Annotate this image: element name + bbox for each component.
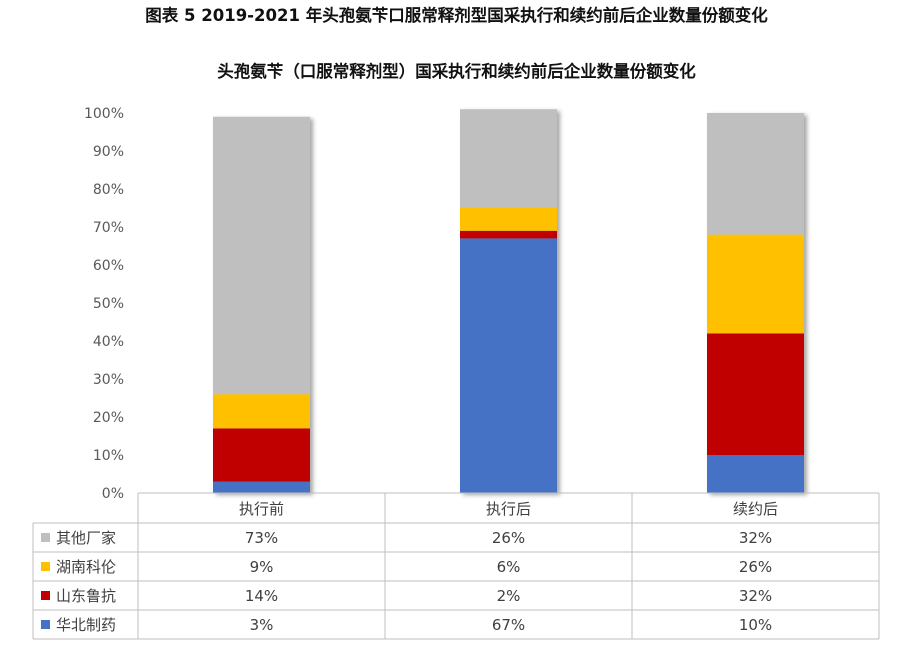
y-tick-label: 30%	[93, 372, 124, 388]
data-label: 10%	[739, 616, 772, 634]
data-label: 14%	[245, 587, 278, 605]
y-tick-label: 60%	[93, 258, 124, 274]
y-tick-label: 70%	[93, 220, 124, 236]
data-label: 26%	[492, 529, 525, 547]
series-label: 山东鲁抗	[56, 587, 116, 605]
bar-segment	[460, 230, 557, 239]
figure-caption: 图表 5 2019-2021 年头孢氨苄口服常释剂型国采执行和续约前后企业数量份…	[145, 6, 768, 25]
data-label: 73%	[245, 529, 278, 547]
category-label: 执行后	[486, 500, 531, 518]
bar-segment	[213, 481, 310, 493]
bar-segment	[707, 234, 804, 334]
y-tick-label: 0%	[102, 486, 124, 502]
data-label: 3%	[250, 616, 274, 634]
series-label: 华北制药	[56, 616, 116, 634]
data-label: 26%	[739, 558, 772, 576]
y-tick-label: 10%	[93, 448, 124, 464]
bar-segment	[460, 238, 557, 493]
data-label: 67%	[492, 616, 525, 634]
bar-segment	[213, 116, 310, 395]
y-tick-label: 100%	[84, 106, 124, 122]
bar-stack	[213, 116, 310, 493]
legend-key	[41, 620, 50, 629]
data-label: 32%	[739, 587, 772, 605]
y-tick-label: 50%	[93, 296, 124, 312]
category-label: 续约后	[733, 500, 778, 518]
data-label: 2%	[497, 587, 521, 605]
legend-key	[41, 562, 50, 571]
y-tick-label: 40%	[93, 334, 124, 350]
y-tick-label: 80%	[93, 182, 124, 198]
y-tick-label: 20%	[93, 410, 124, 426]
bar-segment	[213, 428, 310, 482]
chart-title: 头孢氨苄（口服常释剂型）国采执行和续约前后企业数量份额变化	[217, 62, 696, 81]
series-label: 湖南科伦	[56, 558, 116, 576]
y-tick-label: 90%	[93, 144, 124, 160]
bar-segment	[707, 455, 804, 493]
bar-segment	[460, 208, 557, 231]
legend-key	[41, 533, 50, 542]
data-label: 32%	[739, 529, 772, 547]
bar-stack	[460, 109, 557, 493]
bar-segment	[707, 113, 804, 235]
bar-stack	[707, 113, 804, 493]
bar-segment	[213, 394, 310, 429]
legend-key	[41, 591, 50, 600]
category-label: 执行前	[239, 500, 284, 518]
bar-segment	[707, 333, 804, 455]
bar-segment	[460, 109, 557, 208]
series-label: 其他厂家	[56, 529, 116, 547]
data-label: 6%	[497, 558, 521, 576]
data-label: 9%	[250, 558, 274, 576]
